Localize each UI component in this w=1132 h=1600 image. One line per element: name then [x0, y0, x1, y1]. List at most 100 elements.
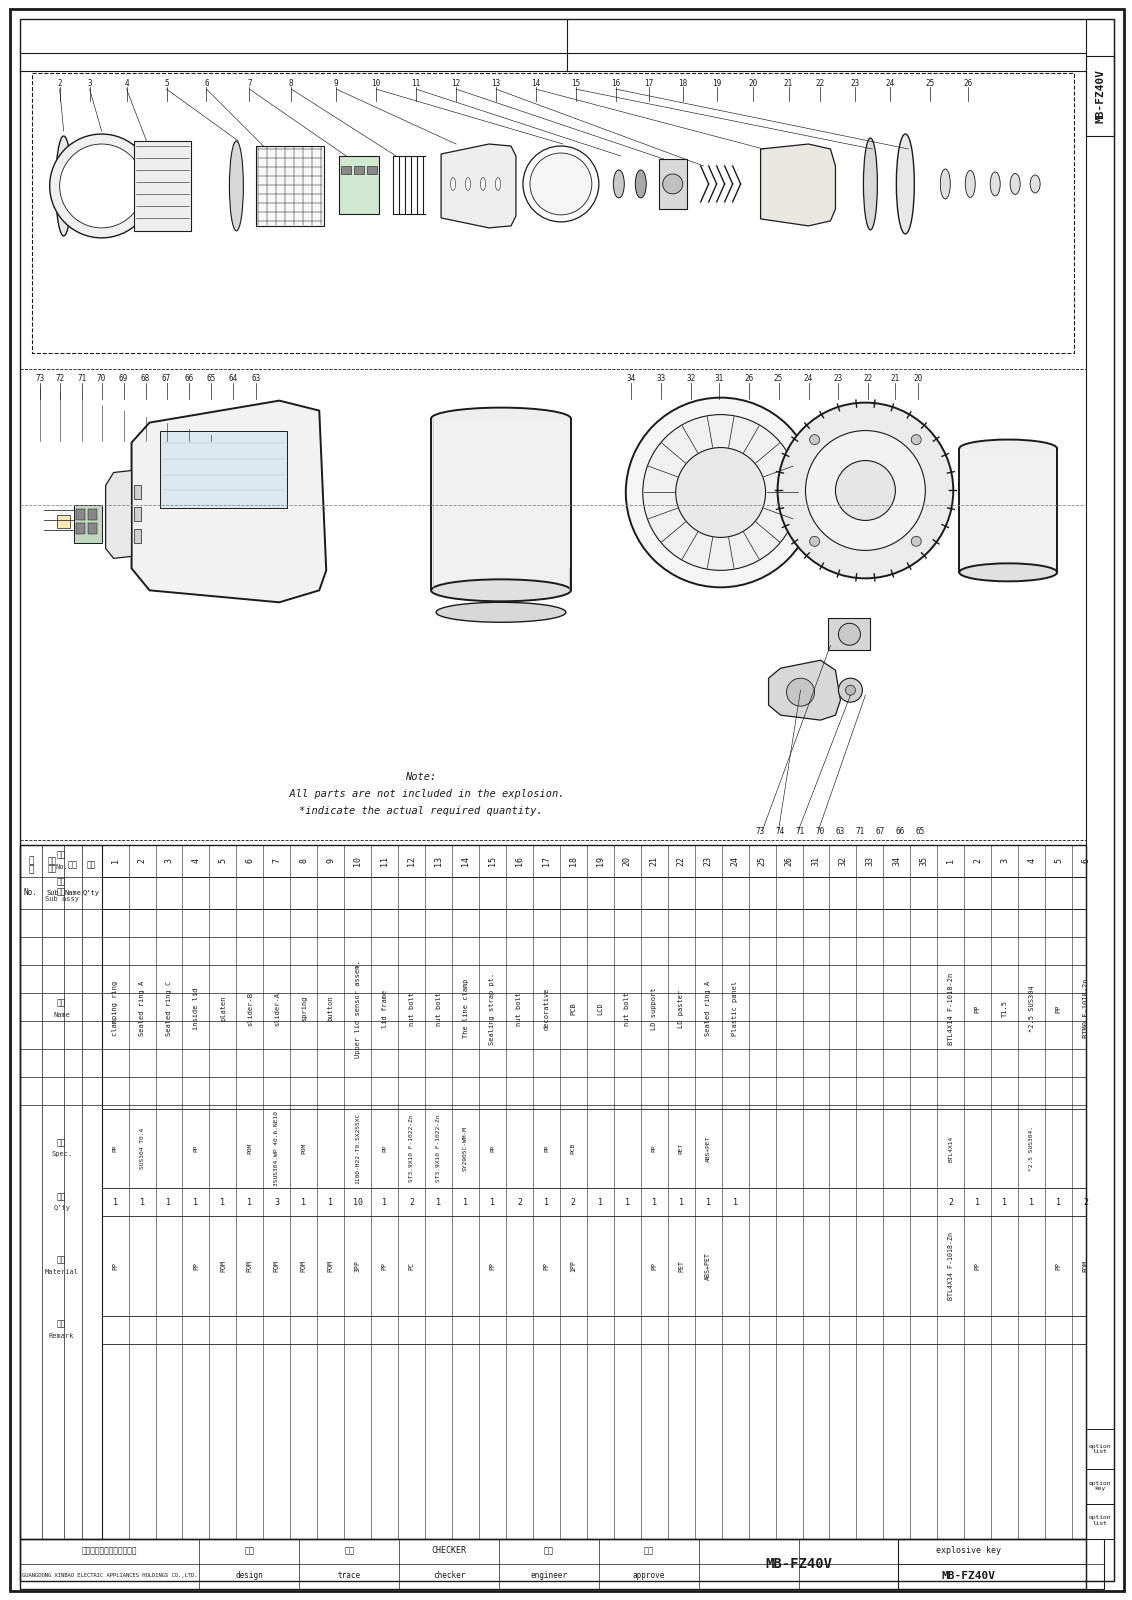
Text: 26: 26: [963, 78, 972, 88]
Text: nut bolt: nut bolt: [624, 992, 631, 1026]
Text: 70: 70: [816, 827, 825, 837]
Text: 63: 63: [251, 374, 261, 382]
Bar: [1086, 56, 1114, 136]
Text: 20: 20: [623, 856, 632, 866]
Circle shape: [839, 624, 860, 645]
Text: PP: PP: [975, 1262, 980, 1270]
Text: MB-FZ40V: MB-FZ40V: [1095, 69, 1105, 123]
Text: Name: Name: [65, 890, 82, 896]
Text: engineer: engineer: [531, 1571, 567, 1581]
Text: SY2905C-WM-M: SY2905C-WM-M: [463, 1126, 468, 1171]
Circle shape: [911, 536, 921, 546]
Text: Q'ty: Q'ty: [53, 1205, 70, 1211]
Text: 2: 2: [571, 1198, 576, 1206]
Text: 3SUS304.WP 40.6.NE10: 3SUS304.WP 40.6.NE10: [274, 1110, 280, 1186]
Text: 描图: 描图: [344, 1546, 354, 1555]
Text: 14: 14: [461, 856, 470, 866]
Bar: [57, 515, 70, 528]
Text: checker: checker: [432, 1571, 465, 1581]
Text: MB-FZ40V: MB-FZ40V: [941, 1571, 995, 1581]
Text: 19: 19: [595, 856, 604, 866]
Text: *2.5 SUS304: *2.5 SUS304: [1029, 986, 1035, 1032]
Text: 68: 68: [140, 374, 151, 382]
Text: 73: 73: [756, 827, 765, 837]
Text: Name: Name: [53, 1011, 70, 1018]
Circle shape: [809, 435, 820, 445]
Text: 1: 1: [1056, 1198, 1061, 1206]
Circle shape: [835, 461, 895, 520]
Circle shape: [626, 398, 815, 587]
Text: 2: 2: [517, 1198, 522, 1206]
Text: 6: 6: [204, 78, 208, 88]
Text: PP: PP: [975, 1005, 980, 1013]
Text: 2: 2: [409, 1198, 414, 1206]
Text: 1100-H22-T0.5X255XC: 1100-H22-T0.5X255XC: [355, 1114, 360, 1184]
Text: ST3.9X10 F-1022-Zn: ST3.9X10 F-1022-Zn: [436, 1115, 441, 1182]
Text: slider-B: slider-B: [247, 992, 252, 1026]
Bar: [76, 509, 85, 520]
Text: 序: 序: [28, 856, 34, 866]
Circle shape: [911, 435, 921, 445]
Text: 2: 2: [1083, 1198, 1088, 1206]
Text: 11: 11: [412, 78, 421, 88]
Text: PP: PP: [490, 1144, 495, 1152]
Text: 21: 21: [650, 856, 659, 866]
Bar: [659, 158, 687, 210]
Text: POM: POM: [220, 1261, 226, 1272]
Text: *2.5 SUS304.: *2.5 SUS304.: [1029, 1126, 1035, 1171]
Text: PP: PP: [543, 1144, 549, 1152]
Bar: [1086, 1429, 1114, 1469]
Bar: [367, 166, 377, 174]
Bar: [134, 507, 140, 522]
Text: 2: 2: [138, 859, 146, 864]
Text: 21: 21: [783, 78, 794, 88]
Text: PCB: PCB: [571, 1142, 576, 1154]
Text: 33: 33: [865, 856, 874, 866]
Text: 25: 25: [926, 78, 935, 88]
Text: 71: 71: [77, 374, 86, 382]
Text: LD paster: LD paster: [678, 989, 684, 1027]
Text: Sealed ring A: Sealed ring A: [139, 981, 145, 1037]
Text: 1: 1: [194, 1198, 198, 1206]
Text: 32: 32: [839, 856, 848, 866]
Text: 13: 13: [491, 78, 500, 88]
Ellipse shape: [451, 178, 455, 190]
Text: Upper lid sensor assem.: Upper lid sensor assem.: [354, 960, 361, 1058]
Text: Sealed ring A: Sealed ring A: [705, 981, 711, 1037]
Text: POM: POM: [1082, 1261, 1089, 1272]
Circle shape: [662, 174, 683, 194]
Text: 批准: 批准: [644, 1546, 654, 1555]
Text: 1: 1: [111, 859, 120, 864]
Circle shape: [530, 154, 592, 214]
Text: Q'ty: Q'ty: [83, 890, 100, 896]
Text: 17: 17: [644, 78, 653, 88]
Text: 1: 1: [946, 859, 955, 864]
Text: PP: PP: [192, 1262, 199, 1270]
Text: 22: 22: [816, 78, 825, 88]
Text: Note:
  All parts are not included in the explosion.
*indicate the actual requir: Note: All parts are not included in the …: [277, 773, 565, 816]
Text: 22: 22: [864, 374, 873, 382]
Text: 34: 34: [892, 856, 901, 866]
Text: PP: PP: [383, 1144, 387, 1152]
Text: clamping ring: clamping ring: [112, 981, 118, 1037]
Text: spring: spring: [301, 995, 307, 1021]
Text: The line clamp: The line clamp: [463, 979, 469, 1038]
Text: 1: 1: [463, 1198, 468, 1206]
Text: SUS304 T0.4: SUS304 T0.4: [139, 1128, 145, 1170]
Text: PC: PC: [409, 1262, 414, 1270]
Ellipse shape: [465, 178, 471, 190]
Bar: [134, 485, 140, 499]
Ellipse shape: [55, 136, 71, 235]
Text: decorative: decorative: [543, 987, 549, 1030]
Text: 20: 20: [748, 78, 757, 88]
Text: 74: 74: [775, 827, 786, 837]
Ellipse shape: [431, 408, 571, 429]
Ellipse shape: [990, 171, 1001, 195]
Text: POM: POM: [247, 1261, 252, 1272]
Text: PP: PP: [112, 1262, 118, 1270]
Text: 18: 18: [678, 78, 687, 88]
Ellipse shape: [864, 138, 877, 230]
Bar: [32, 74, 1074, 352]
Polygon shape: [761, 144, 835, 226]
Circle shape: [778, 403, 953, 578]
